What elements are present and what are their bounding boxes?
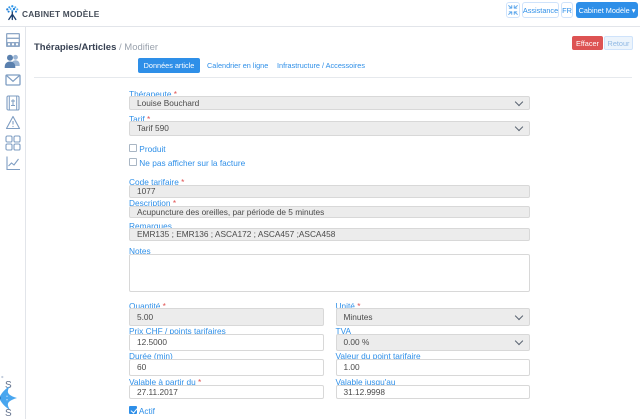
- svg-text:S: S: [5, 408, 12, 419]
